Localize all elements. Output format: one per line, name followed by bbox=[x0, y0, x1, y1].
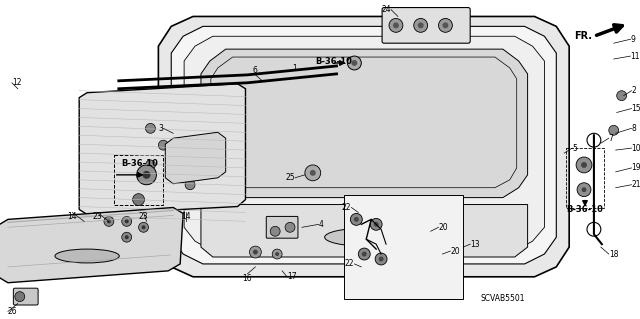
Circle shape bbox=[125, 219, 129, 223]
Circle shape bbox=[362, 252, 367, 256]
FancyBboxPatch shape bbox=[266, 216, 298, 238]
Circle shape bbox=[609, 125, 619, 135]
Text: 26: 26 bbox=[8, 307, 17, 316]
Text: B-36-10: B-36-10 bbox=[566, 205, 603, 214]
Text: 8: 8 bbox=[632, 124, 636, 133]
Polygon shape bbox=[201, 49, 527, 197]
Circle shape bbox=[141, 225, 145, 229]
Bar bbox=[344, 195, 463, 299]
Polygon shape bbox=[172, 26, 556, 264]
Polygon shape bbox=[184, 36, 545, 251]
Circle shape bbox=[272, 249, 282, 259]
Circle shape bbox=[145, 123, 156, 133]
FancyBboxPatch shape bbox=[13, 288, 38, 305]
Text: 11: 11 bbox=[630, 52, 640, 61]
Polygon shape bbox=[165, 132, 226, 184]
Circle shape bbox=[122, 216, 132, 226]
Polygon shape bbox=[79, 84, 246, 214]
Text: 6: 6 bbox=[253, 66, 258, 75]
Circle shape bbox=[393, 22, 399, 28]
Circle shape bbox=[389, 19, 403, 32]
Circle shape bbox=[582, 187, 586, 192]
Circle shape bbox=[414, 19, 428, 32]
Circle shape bbox=[581, 162, 587, 168]
Circle shape bbox=[143, 171, 150, 179]
Text: 20: 20 bbox=[451, 247, 460, 256]
Circle shape bbox=[617, 91, 627, 100]
Circle shape bbox=[310, 170, 316, 176]
Circle shape bbox=[418, 22, 424, 28]
Circle shape bbox=[158, 140, 168, 150]
Text: 24: 24 bbox=[381, 5, 391, 14]
Text: 3: 3 bbox=[159, 124, 163, 133]
Circle shape bbox=[250, 246, 261, 258]
Circle shape bbox=[354, 217, 359, 222]
Circle shape bbox=[139, 222, 148, 232]
Circle shape bbox=[358, 248, 370, 260]
Circle shape bbox=[351, 60, 357, 66]
Circle shape bbox=[253, 249, 258, 255]
Circle shape bbox=[185, 180, 195, 190]
Circle shape bbox=[577, 183, 591, 197]
Circle shape bbox=[348, 56, 362, 70]
Bar bbox=[566, 148, 604, 207]
Circle shape bbox=[122, 232, 132, 242]
Circle shape bbox=[375, 253, 387, 265]
Circle shape bbox=[576, 157, 592, 173]
Circle shape bbox=[438, 19, 452, 32]
Text: 9: 9 bbox=[630, 35, 636, 44]
Circle shape bbox=[270, 226, 280, 236]
Ellipse shape bbox=[55, 249, 119, 263]
Text: 18: 18 bbox=[609, 249, 618, 258]
Polygon shape bbox=[158, 17, 569, 277]
Text: 13: 13 bbox=[470, 240, 480, 249]
Text: 19: 19 bbox=[632, 163, 640, 172]
Text: 22: 22 bbox=[345, 259, 355, 268]
Circle shape bbox=[132, 194, 145, 205]
Text: 5: 5 bbox=[572, 144, 577, 152]
Circle shape bbox=[275, 252, 279, 256]
Circle shape bbox=[374, 222, 379, 227]
Text: 21: 21 bbox=[632, 180, 640, 189]
Text: 4: 4 bbox=[319, 220, 324, 229]
Circle shape bbox=[136, 165, 156, 185]
Text: 17: 17 bbox=[287, 272, 297, 281]
Text: 10: 10 bbox=[632, 144, 640, 152]
Text: 12: 12 bbox=[12, 78, 21, 87]
Text: SCVAB5501: SCVAB5501 bbox=[481, 294, 525, 303]
Circle shape bbox=[107, 219, 111, 223]
Text: 20: 20 bbox=[438, 223, 448, 232]
Circle shape bbox=[285, 222, 295, 232]
Text: 22: 22 bbox=[342, 203, 351, 212]
Circle shape bbox=[351, 213, 362, 225]
Text: 2: 2 bbox=[632, 86, 636, 95]
Polygon shape bbox=[201, 204, 527, 257]
Ellipse shape bbox=[324, 228, 404, 246]
Polygon shape bbox=[0, 207, 183, 283]
FancyBboxPatch shape bbox=[382, 8, 470, 43]
Circle shape bbox=[168, 170, 178, 180]
Text: B-36-10: B-36-10 bbox=[315, 56, 351, 65]
Circle shape bbox=[104, 216, 114, 226]
Circle shape bbox=[15, 292, 25, 301]
Text: 25: 25 bbox=[285, 173, 295, 182]
Text: 1: 1 bbox=[292, 64, 297, 73]
Circle shape bbox=[370, 219, 382, 230]
Text: B-36-10: B-36-10 bbox=[121, 160, 157, 168]
Text: 7: 7 bbox=[609, 134, 614, 143]
Circle shape bbox=[379, 256, 383, 262]
Text: 15: 15 bbox=[632, 104, 640, 113]
Text: 23: 23 bbox=[139, 212, 148, 221]
Bar bbox=[114, 155, 163, 204]
Circle shape bbox=[305, 165, 321, 181]
Text: 16: 16 bbox=[243, 274, 252, 283]
Text: FR.: FR. bbox=[574, 31, 592, 41]
Circle shape bbox=[442, 22, 449, 28]
Circle shape bbox=[125, 235, 129, 239]
Circle shape bbox=[145, 160, 156, 170]
Text: 14: 14 bbox=[67, 212, 77, 221]
Text: 14: 14 bbox=[181, 212, 191, 221]
Text: 23: 23 bbox=[92, 212, 102, 221]
